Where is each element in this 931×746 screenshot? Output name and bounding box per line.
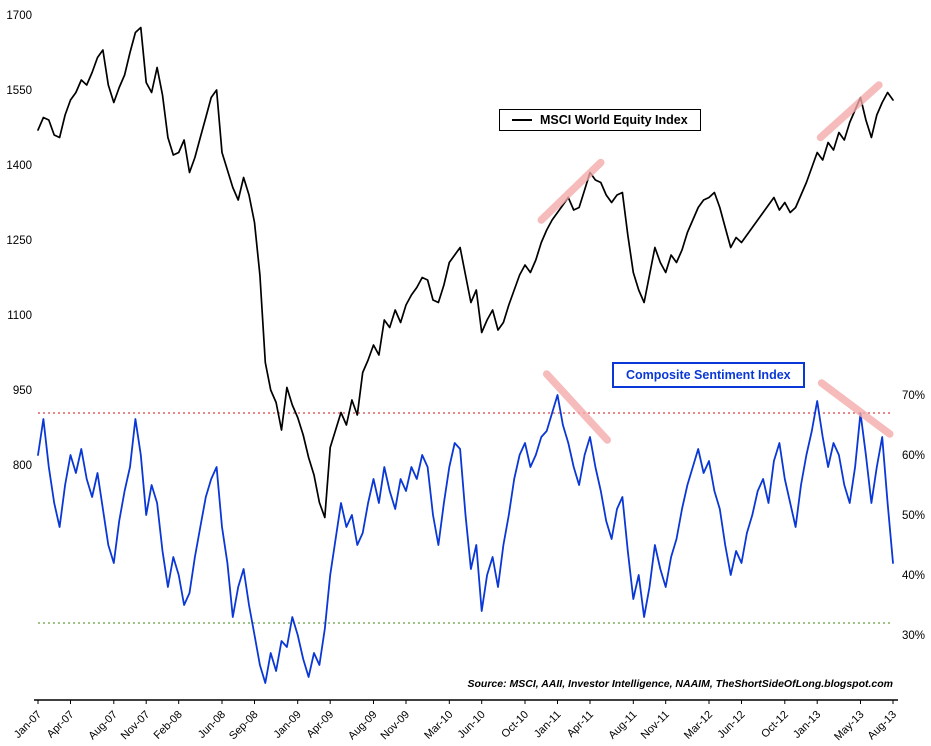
x-axis-label: Jan-09: [272, 709, 304, 741]
x-axis-label: Jan-13: [791, 709, 823, 741]
price-uptrend-2010-annotation: [537, 158, 605, 224]
x-axis-label: Mar-12: [682, 709, 715, 742]
msci-legend-box: MSCI World Equity Index: [499, 109, 701, 131]
line-marker-icon: [512, 119, 532, 121]
x-axis-label: Aug-13: [866, 709, 900, 743]
x-axis-label: May-13: [832, 709, 866, 743]
sentiment-legend-label: Composite Sentiment Index: [626, 368, 791, 382]
right-axis-label: 40%: [902, 570, 925, 582]
left-axis-label: 1400: [6, 160, 32, 172]
x-axis-label: Mar-10: [422, 709, 455, 742]
x-axis-label: Jun-08: [196, 709, 228, 741]
msci-price-line-series: [37, 26, 894, 519]
left-axis-label: 1250: [6, 235, 32, 247]
left-axis-label: 1550: [6, 85, 32, 97]
x-axis-label: Aug-11: [606, 709, 639, 742]
right-axis-label: 60%: [902, 450, 925, 462]
x-axis-label: Aug-07: [86, 709, 120, 743]
source-attribution-text: Source: MSCI, AAII, Investor Intelligenc…: [467, 678, 893, 690]
x-axis-label: Oct-10: [499, 709, 531, 741]
right-axis-label: 70%: [902, 390, 925, 402]
x-axis-label: Nov-07: [119, 709, 153, 743]
right-axis-label: 50%: [902, 510, 925, 522]
left-axis-label: 950: [13, 385, 32, 397]
left-axis-label: 800: [13, 460, 32, 472]
x-axis-label: Nov-11: [639, 709, 672, 742]
x-axis-label: Jan-07: [12, 709, 44, 741]
x-axis-label: Jun-10: [456, 709, 488, 741]
sentiment-legend-box: Composite Sentiment Index: [612, 362, 805, 388]
x-axis-label: Feb-08: [152, 709, 185, 742]
x-axis-label: Sep-08: [227, 709, 261, 743]
x-axis-label: Jan-11: [532, 709, 564, 741]
price-uptrend-2013-annotation: [816, 81, 883, 142]
msci-legend-label: MSCI World Equity Index: [540, 113, 688, 127]
x-axis-label: Oct-12: [759, 709, 791, 741]
x-axis-label: Apr-09: [304, 709, 336, 741]
right-axis-label: 30%: [902, 630, 925, 642]
sentiment-line-series: [37, 394, 894, 684]
x-axis-label: Nov-09: [379, 709, 413, 743]
sentiment-downtrend-2013-annotation: [817, 379, 894, 438]
left-axis-label: 1700: [6, 10, 32, 22]
sentiment-downtrend-2011-annotation: [542, 370, 612, 444]
x-axis-label: Apr-07: [45, 709, 77, 741]
x-axis-label: Apr-11: [565, 709, 596, 740]
x-axis-label: Aug-09: [346, 709, 380, 743]
left-axis-label: 1100: [7, 310, 32, 322]
x-axis-label: Jun-12: [715, 709, 747, 741]
